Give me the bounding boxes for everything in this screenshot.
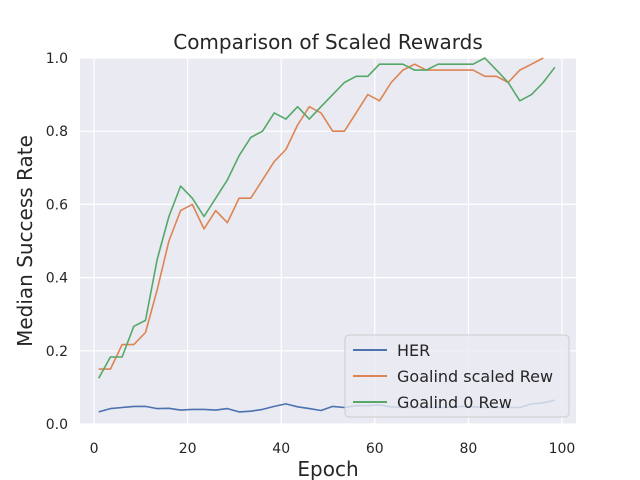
y-tick-label: 0.8 (46, 124, 68, 140)
x-tick-label: 80 (459, 441, 477, 457)
series-line-2 (97, 57, 556, 379)
y-tick-labels: 0.0 0.2 0.4 0.6 0.8 1.0 (46, 51, 68, 433)
x-axis-label: Epoch (297, 457, 358, 480)
legend-label-1: Goalind scaled Rew (397, 367, 553, 386)
x-tick-label: 0 (90, 441, 99, 457)
y-tick-label: 0.0 (46, 417, 68, 433)
legend-box (344, 334, 570, 418)
y-tick-label: 1.0 (46, 51, 68, 67)
series-line-1 (98, 57, 544, 370)
x-tick-label: 100 (549, 441, 576, 457)
x-tick-label: 60 (366, 441, 384, 457)
y-axis-label: Median Success Rate (13, 135, 37, 347)
y-tick-label: 0.6 (46, 197, 68, 213)
x-tick-label: 40 (272, 441, 290, 457)
y-tick-label: 0.4 (46, 271, 68, 287)
chart-title: Comparison of Scaled Rewards (173, 30, 483, 54)
x-tick-labels: 0 20 40 60 80 100 (90, 441, 576, 457)
legend: HER Goalind scaled Rew Goalind 0 Rew (344, 334, 570, 418)
y-tick-label: 0.2 (46, 344, 68, 360)
legend-label-0: HER (397, 341, 430, 360)
x-tick-label: 20 (179, 441, 197, 457)
legend-label-2: Goalind 0 Rew (397, 393, 512, 412)
